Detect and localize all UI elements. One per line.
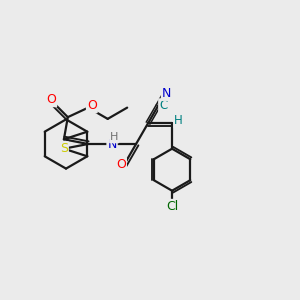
Text: O: O <box>87 99 97 112</box>
Text: H: H <box>110 132 118 142</box>
Text: N: N <box>107 137 117 151</box>
Text: S: S <box>60 142 68 155</box>
Text: N: N <box>162 87 171 100</box>
Text: Cl: Cl <box>166 200 178 213</box>
Text: H: H <box>174 114 183 127</box>
Text: O: O <box>46 93 56 106</box>
Text: O: O <box>116 158 126 171</box>
Text: C: C <box>159 99 167 112</box>
